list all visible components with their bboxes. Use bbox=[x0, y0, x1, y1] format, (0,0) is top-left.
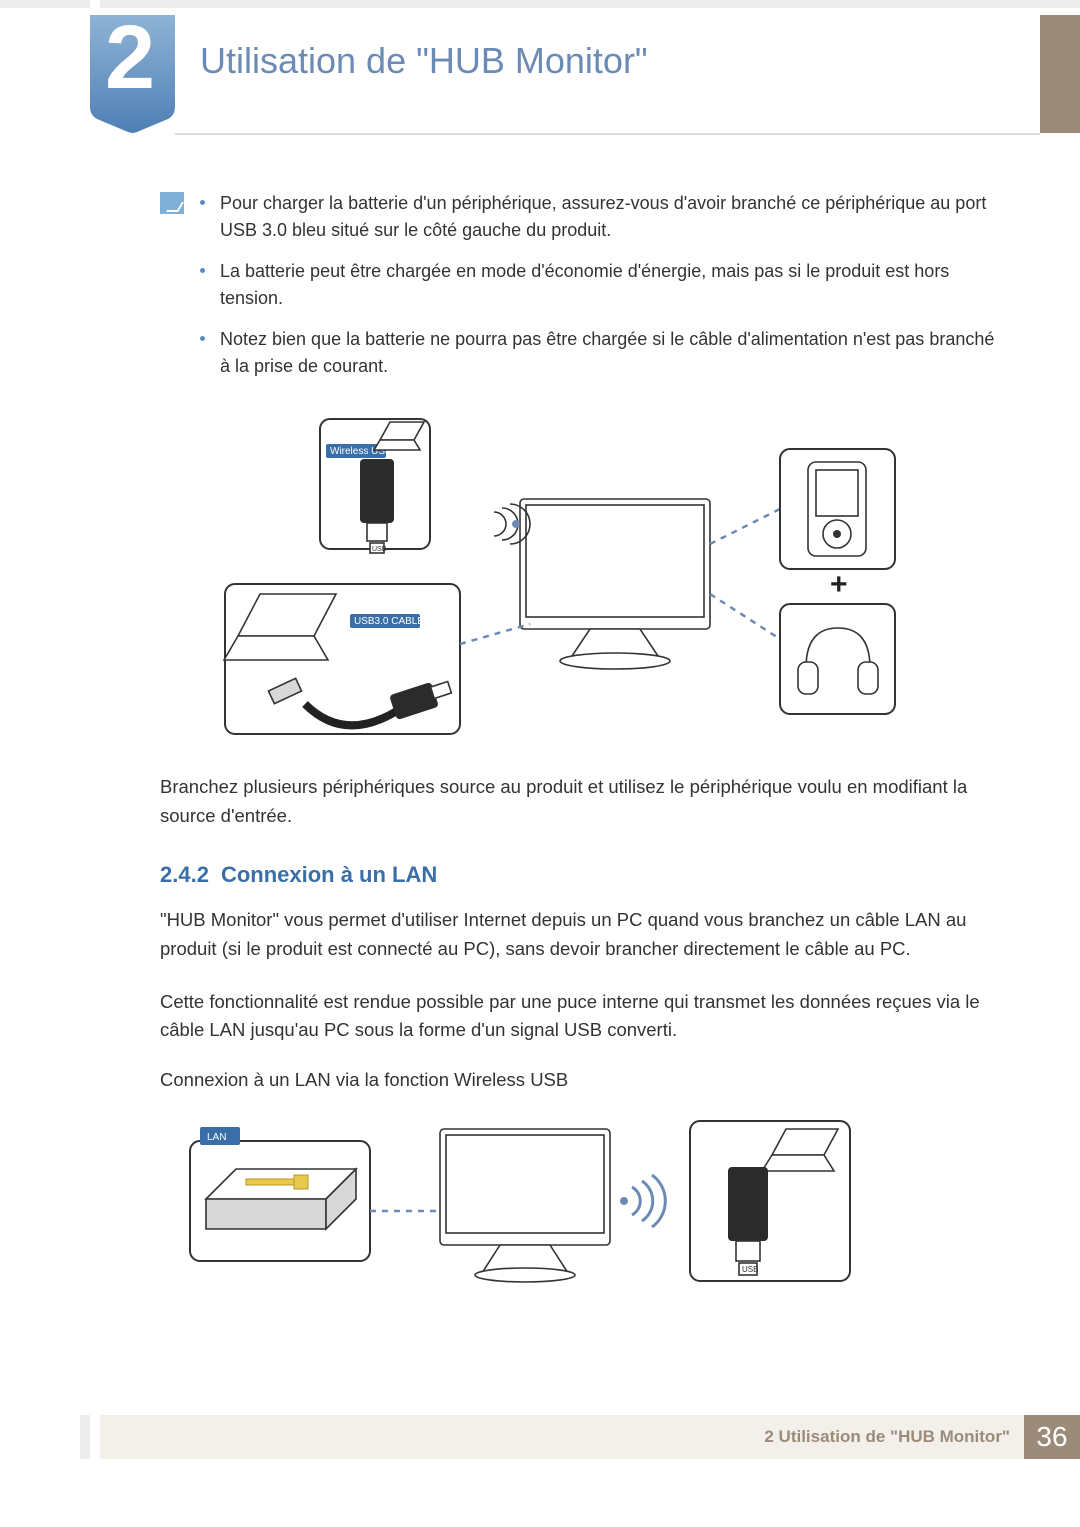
section-heading: 2.4.2 Connexion à un LAN bbox=[160, 862, 1000, 888]
note-icon bbox=[160, 192, 184, 214]
section-number: 2.4.2 bbox=[160, 862, 209, 887]
footer-page-number: 36 bbox=[1024, 1415, 1080, 1459]
footer-accent-left bbox=[80, 1415, 90, 1459]
note-bullet: Notez bien que la batterie ne pourra pas… bbox=[198, 326, 1000, 380]
diagram-usb-connection: Wireless USB USB USB3.0 CABLE bbox=[220, 414, 1000, 749]
section-title: Connexion à un LAN bbox=[221, 862, 437, 887]
top-bar-left bbox=[0, 0, 90, 8]
note-bullet: La batterie peut être chargée en mode d'… bbox=[198, 258, 1000, 312]
wireless-icon bbox=[620, 1175, 665, 1227]
side-accent-bar bbox=[1040, 15, 1080, 133]
note-block: Pour charger la batterie d'un périphériq… bbox=[160, 190, 1000, 394]
paragraph: Cette fonctionnalité est rendue possible… bbox=[160, 988, 1000, 1045]
label-usb3-cable: USB3.0 CABLE bbox=[354, 616, 424, 627]
diagram-lan-connection: LAN bbox=[180, 1111, 1000, 1296]
page-content: Pour charger la batterie d'un périphériq… bbox=[160, 190, 1000, 1320]
top-bar-right bbox=[100, 0, 1080, 8]
paragraph: Branchez plusieurs périphériques source … bbox=[160, 773, 1000, 830]
label-usb-small: USB bbox=[372, 546, 387, 553]
footer-bar: 2 Utilisation de "HUB Monitor" 36 bbox=[100, 1415, 1080, 1459]
plus-symbol: + bbox=[830, 568, 848, 601]
chapter-badge: 2 bbox=[90, 15, 175, 133]
chapter-rule bbox=[175, 133, 1040, 135]
note-bullets: Pour charger la batterie d'un périphériq… bbox=[198, 190, 1000, 394]
note-bullet: Pour charger la batterie d'un périphériq… bbox=[198, 190, 1000, 244]
chapter-title: Utilisation de "HUB Monitor" bbox=[200, 40, 648, 82]
paragraph: "HUB Monitor" vous permet d'utiliser Int… bbox=[160, 906, 1000, 963]
label-usb-small: USB bbox=[742, 1265, 758, 1274]
monitor-icon bbox=[520, 499, 710, 669]
sub-heading: Connexion à un LAN via la fonction Wirel… bbox=[160, 1069, 1000, 1091]
chapter-number: 2 bbox=[105, 7, 155, 110]
footer-text: 2 Utilisation de "HUB Monitor" bbox=[764, 1427, 1010, 1447]
label-lan: LAN bbox=[207, 1132, 226, 1143]
